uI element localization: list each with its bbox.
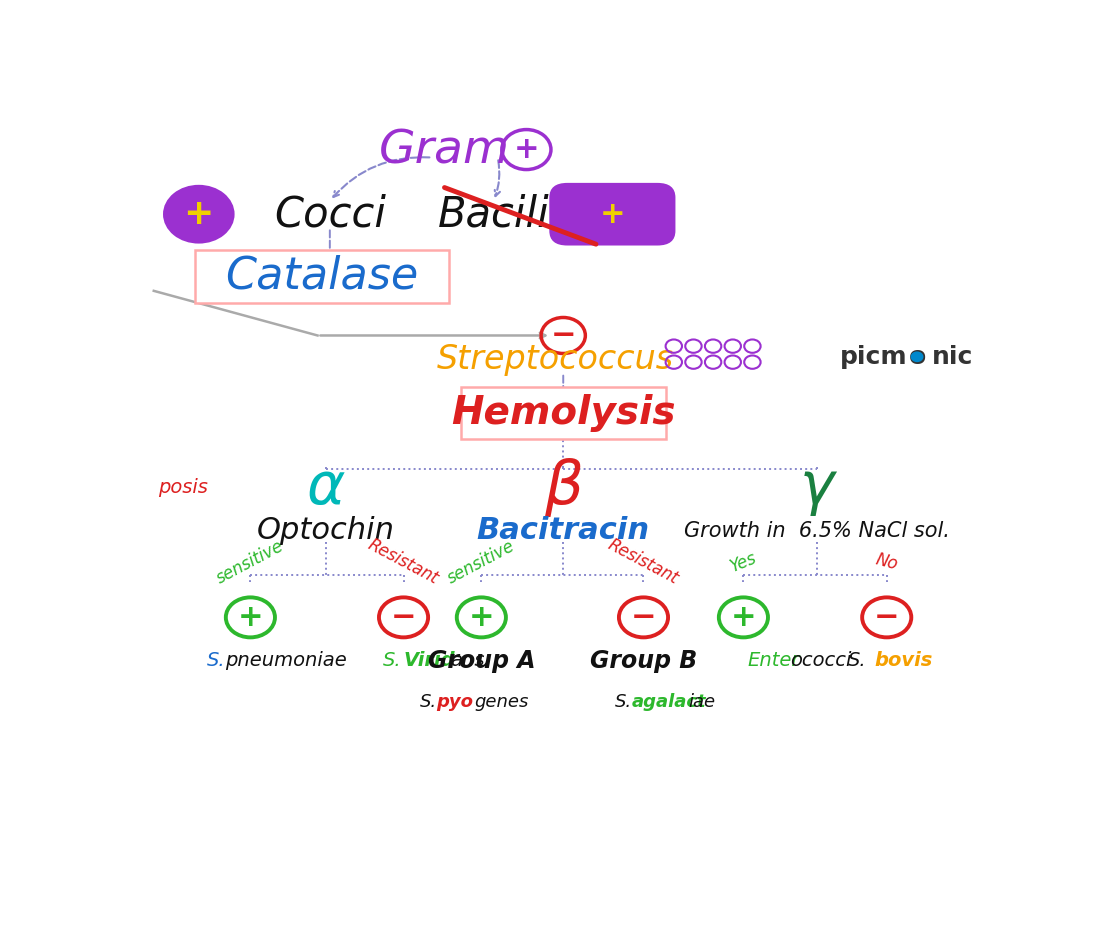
Text: Group A: Group A	[428, 648, 535, 673]
Text: −: −	[551, 321, 576, 350]
Text: Bacitracin: Bacitracin	[477, 516, 650, 545]
Text: S.: S.	[847, 651, 866, 670]
Text: Catalase: Catalase	[225, 255, 419, 298]
Text: Cocci: Cocci	[274, 193, 386, 235]
FancyBboxPatch shape	[460, 387, 666, 439]
Text: Enter: Enter	[747, 651, 800, 670]
Circle shape	[165, 187, 233, 242]
Text: β: β	[544, 458, 582, 517]
Text: +: +	[513, 135, 540, 164]
Text: ococci: ococci	[790, 651, 852, 670]
Text: Group B: Group B	[590, 648, 697, 673]
Text: pyo: pyo	[436, 693, 474, 711]
Text: +: +	[184, 197, 214, 231]
Text: ans: ans	[451, 651, 485, 670]
Text: nic: nic	[932, 346, 973, 369]
Text: S.: S.	[384, 651, 402, 670]
Text: o: o	[909, 346, 926, 369]
Text: posis: posis	[158, 478, 208, 497]
Text: Yes: Yes	[728, 548, 759, 576]
Text: +: +	[731, 603, 756, 632]
Text: bovis: bovis	[875, 651, 933, 670]
Text: genes: genes	[475, 693, 529, 711]
Text: Resistant: Resistant	[365, 536, 442, 588]
Circle shape	[911, 352, 923, 362]
Text: iae: iae	[689, 693, 715, 711]
Text: +: +	[468, 603, 495, 632]
Text: picm: picm	[840, 346, 907, 369]
Text: γ: γ	[800, 459, 834, 516]
Text: +: +	[600, 200, 625, 228]
Text: Bacili: Bacili	[437, 193, 550, 235]
Text: +: +	[237, 603, 263, 632]
Text: Resistant: Resistant	[606, 536, 681, 588]
Text: S.: S.	[420, 693, 437, 711]
Text: Optochin: Optochin	[257, 516, 395, 545]
Text: agalact: agalact	[631, 693, 706, 711]
Text: No: No	[874, 550, 900, 574]
FancyBboxPatch shape	[550, 183, 676, 246]
Text: Virid: Virid	[403, 651, 455, 670]
Text: Streptococcus: Streptococcus	[436, 343, 674, 376]
Text: −: −	[874, 603, 899, 632]
Text: Gram: Gram	[379, 129, 510, 173]
Text: −: −	[391, 603, 417, 632]
Text: pneumoniae: pneumoniae	[225, 651, 347, 670]
Text: sensitive: sensitive	[213, 537, 287, 587]
FancyBboxPatch shape	[195, 249, 448, 303]
Text: Growth in  6.5% NaCl sol.: Growth in 6.5% NaCl sol.	[685, 521, 950, 541]
Text: α: α	[307, 459, 345, 516]
Text: sensitive: sensitive	[444, 537, 519, 587]
Text: S.: S.	[614, 693, 632, 711]
Text: S.: S.	[207, 651, 225, 670]
Text: Hemolysis: Hemolysis	[451, 394, 676, 432]
Text: −: −	[631, 603, 656, 632]
